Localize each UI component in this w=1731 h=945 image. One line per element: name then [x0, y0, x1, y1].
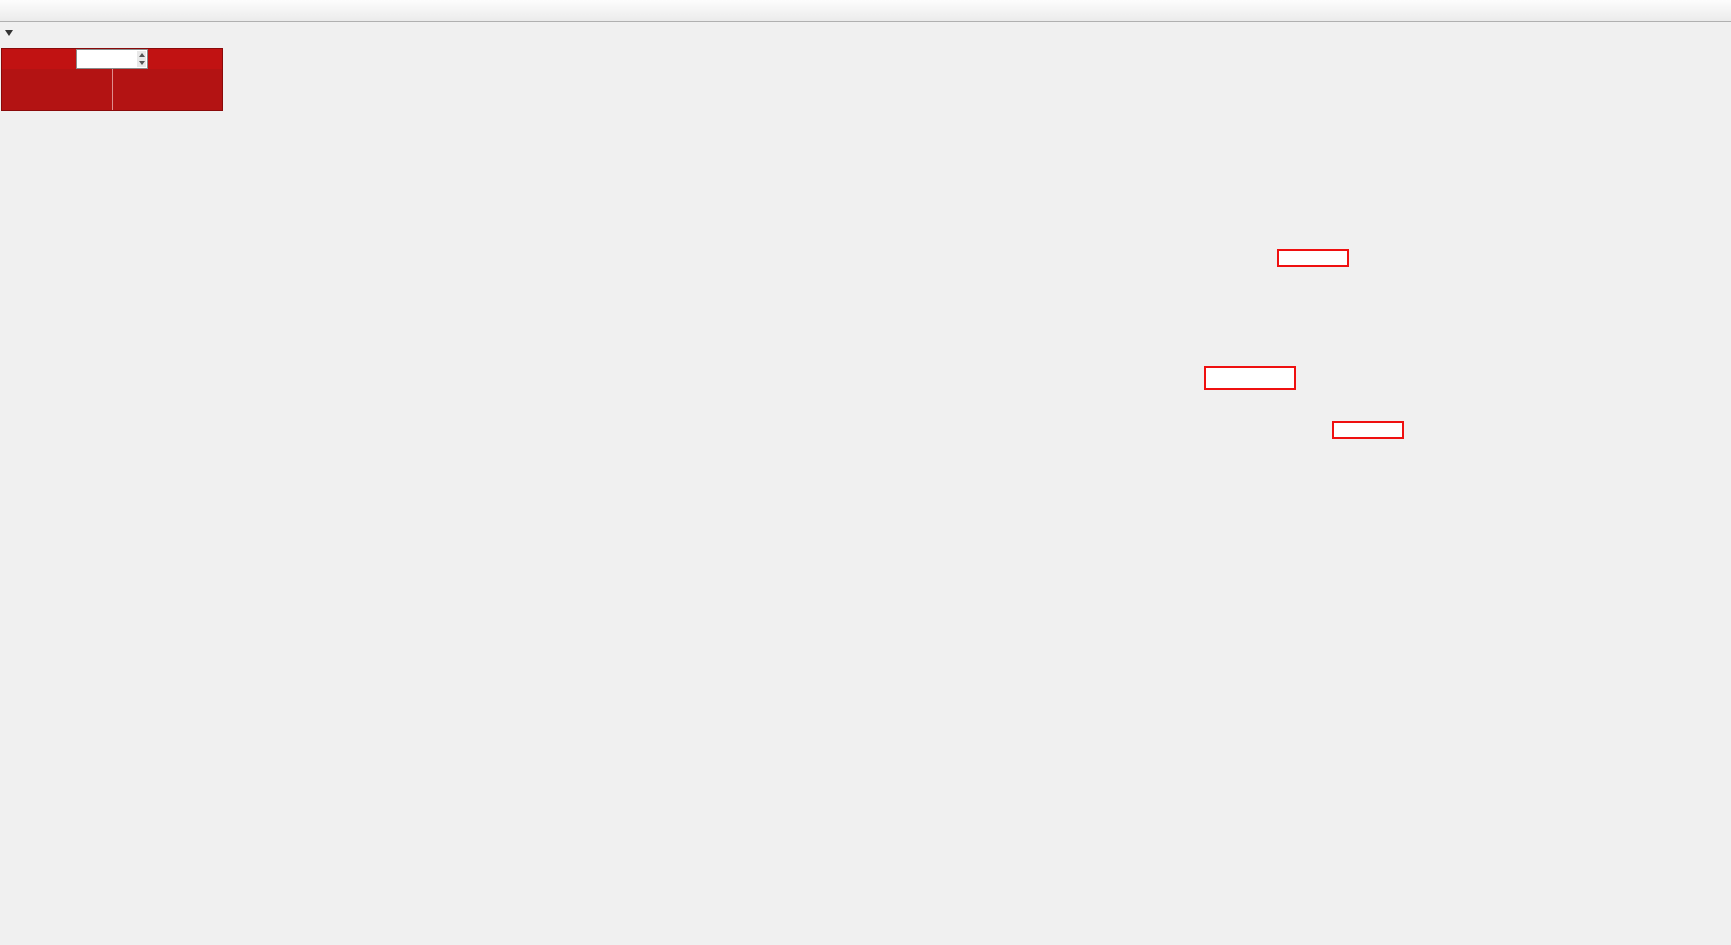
volume-input[interactable]: [76, 49, 148, 69]
sell-button[interactable]: [2, 49, 76, 69]
toolbar: [0, 0, 1731, 22]
one-click-panel-toggle-icon[interactable]: [5, 30, 13, 36]
annotation-support-price[interactable]: [1204, 366, 1296, 390]
buy-price[interactable]: [111, 69, 223, 110]
annotation-high-price[interactable]: [1277, 249, 1349, 267]
volume-decrease-icon[interactable]: [138, 61, 145, 65]
sell-price[interactable]: [2, 69, 112, 110]
rsi-indicator-label: [6, 760, 11, 772]
macd-indicator-label: [6, 586, 16, 598]
chart-title: [16, 26, 22, 38]
volume-spinner[interactable]: [137, 51, 146, 67]
volume-increase-icon[interactable]: [138, 53, 145, 57]
one-click-trading-panel: [1, 48, 223, 111]
annotation-low-price[interactable]: [1332, 421, 1404, 439]
buy-button[interactable]: [148, 49, 222, 69]
